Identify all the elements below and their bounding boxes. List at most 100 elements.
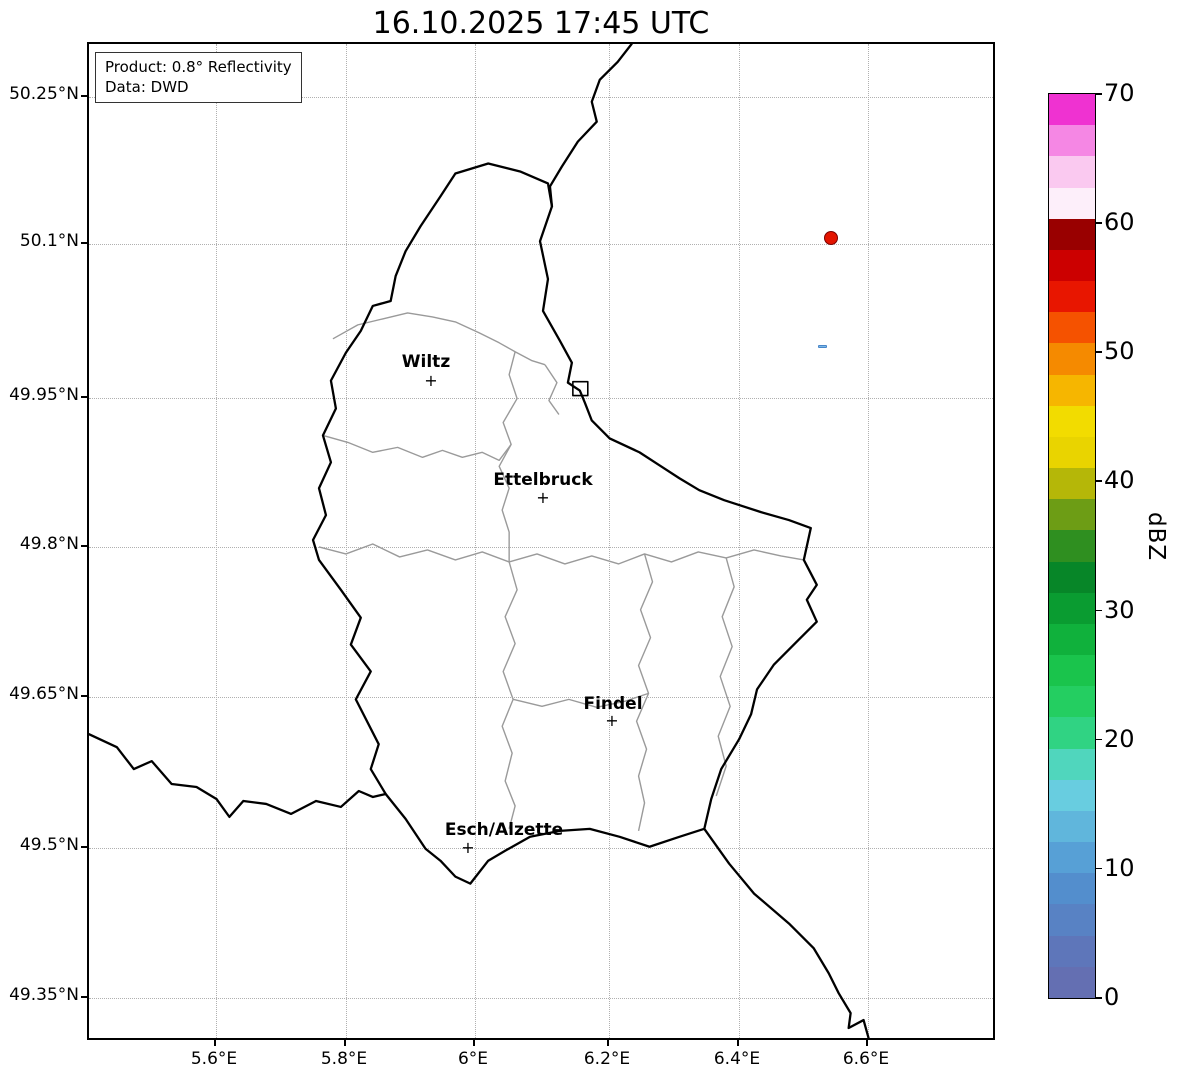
colorbar-tick-mark [1096, 738, 1102, 741]
colorbar-segment [1049, 218, 1095, 250]
country-border-luxembourg [311, 162, 818, 885]
colorbar-segment [1049, 810, 1095, 843]
y-tick-label: 49.8°N [19, 534, 79, 554]
colorbar-segment [1049, 436, 1095, 469]
colorbar-tick-label: 10 [1104, 853, 1135, 882]
city-label: Ettelbruck [493, 470, 593, 490]
map-svg [89, 44, 870, 1038]
city-marker: + [461, 838, 475, 857]
colorbar-tick-label: 20 [1104, 724, 1135, 753]
x-tick-mark [737, 1040, 739, 1046]
colorbar-segment [1049, 655, 1095, 687]
colorbar-segment [1049, 779, 1095, 811]
gridline-x [609, 44, 610, 1038]
plot-area: + Wiltz + Ettelbruck + Findel + Esch/Alzette Pr… [87, 42, 995, 1040]
y-tick-label: 49.95°N [9, 385, 79, 405]
border-notch [572, 380, 589, 397]
colorbar-segment [1049, 623, 1095, 656]
gridline-x [868, 44, 869, 1038]
colorbar-segment [1049, 686, 1095, 718]
x-tick-label: 6.4°E [713, 1049, 761, 1069]
colorbar-tick-mark [1096, 480, 1102, 482]
colorbar-tick-mark [1096, 997, 1102, 999]
colorbar-segment [1049, 935, 1095, 967]
colorbar-tick-label: 60 [1104, 208, 1135, 237]
colorbar-tick-mark [1096, 867, 1102, 870]
info-product: Product: 0.8° Reflectivity [105, 58, 292, 76]
colorbar-segment [1049, 343, 1095, 375]
colorbar-segment [1049, 966, 1095, 998]
y-tick-mark [81, 545, 87, 547]
city-label: Findel [583, 694, 643, 714]
colorbar-segment [1049, 468, 1095, 500]
city-marker: + [536, 488, 550, 507]
colorbar-segment [1049, 94, 1095, 126]
y-tick-label: 50.1°N [19, 231, 79, 251]
gridline-y [89, 547, 993, 548]
colorbar-segment [1049, 156, 1095, 188]
canton-border [715, 557, 735, 797]
border-belgium-germany [548, 44, 633, 208]
colorbar-segment [1049, 499, 1095, 531]
colorbar-segment [1049, 904, 1095, 936]
x-tick-label: 5.8°E [320, 1049, 368, 1069]
colorbar-segment [1049, 249, 1095, 282]
colorbar-tick-mark [1096, 93, 1102, 95]
city-label: Esch/Alzette [444, 820, 564, 840]
colorbar-tick-label: 30 [1104, 595, 1135, 624]
x-tick-label: 6°E [457, 1049, 489, 1069]
canton-border [332, 312, 546, 366]
y-tick-mark [81, 846, 87, 848]
canton-borders [318, 312, 804, 831]
gridline-y [89, 97, 993, 98]
radar-echo-weak-cell [817, 344, 827, 348]
x-tick-mark [214, 1040, 216, 1046]
colorbar-segment [1049, 748, 1095, 780]
y-tick-mark [81, 396, 87, 398]
colorbar-segment [1049, 592, 1095, 624]
colorbar-unit-label: dBZ [1143, 512, 1169, 562]
y-tick-label: 49.5°N [19, 835, 79, 855]
colorbar-segment [1049, 312, 1095, 344]
y-tick-label: 49.35°N [9, 985, 79, 1005]
canton-border [498, 351, 518, 562]
gridline-x [216, 44, 217, 1038]
gridline-x [739, 44, 740, 1038]
y-tick-mark [81, 95, 87, 97]
colorbar-segment [1049, 842, 1095, 874]
colorbar-segment [1049, 530, 1095, 562]
colorbar-segment [1049, 125, 1095, 157]
y-tick-label: 50.25°N [9, 84, 79, 104]
x-tick-label: 6.6°E [842, 1049, 890, 1069]
gridline-x [346, 44, 347, 1038]
canton-border [512, 692, 649, 709]
colorbar-segment [1049, 717, 1095, 749]
city-label: Wiltz [401, 352, 451, 372]
gridline-y [89, 697, 993, 698]
canton-border [322, 434, 512, 462]
colorbar-segment [1049, 281, 1095, 313]
gridline-y [89, 998, 993, 999]
gridline-y [89, 398, 993, 399]
colorbar-tick-label: 70 [1104, 79, 1135, 107]
info-source: Data: DWD [105, 78, 189, 97]
colorbar-segment [1049, 405, 1095, 437]
y-tick-mark [81, 695, 87, 697]
canton-border [318, 543, 804, 565]
border-moselle-south [703, 827, 870, 1038]
y-tick-mark [81, 996, 87, 998]
colorbar [1048, 93, 1096, 999]
canton-border [635, 553, 654, 831]
canton-border [501, 561, 518, 830]
colorbar-tick-label: 50 [1104, 337, 1135, 366]
gridline-x [475, 44, 476, 1038]
city-marker: + [605, 711, 619, 730]
colorbar-segment [1049, 873, 1095, 905]
colorbar-tick-label: 40 [1104, 466, 1135, 495]
colorbar-segment [1049, 187, 1095, 219]
x-tick-label: 5.6°E [190, 1049, 238, 1069]
colorbar-segment [1049, 561, 1095, 593]
colorbar-tick-mark [1096, 609, 1102, 612]
colorbar-tick-label: 0 [1104, 983, 1120, 1011]
